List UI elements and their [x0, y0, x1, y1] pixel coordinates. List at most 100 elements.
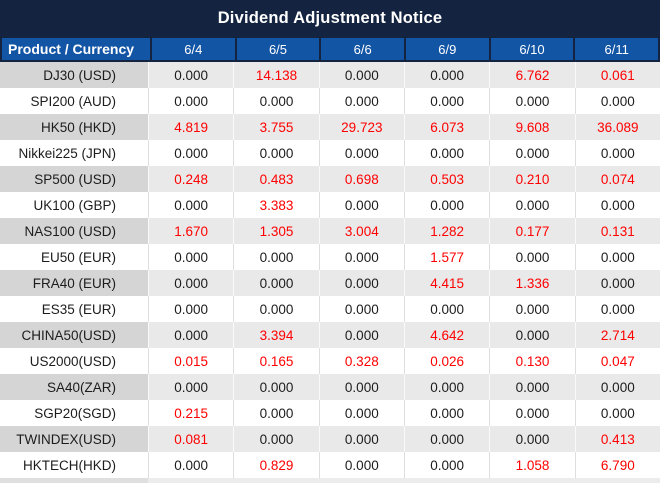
- date-header-6-10: 6/10: [490, 38, 574, 60]
- table-row: SP500 (USD) 0.248 0.483 0.698 0.503 0.210 0.07…: [0, 166, 660, 192]
- value-cell: 0.000: [318, 426, 404, 452]
- value-cell: 0.000: [148, 270, 234, 296]
- value-cell: 4.819: [148, 114, 234, 140]
- value-cell: 0.000: [318, 296, 404, 322]
- value-cell: 4.642: [404, 322, 490, 348]
- table-body: DJ30 (USD) 0.000 14.138 0.000 0.000 6.762 0.06…: [0, 62, 660, 478]
- partial-next-row: [0, 478, 660, 483]
- value-cell: 0.000: [318, 62, 404, 88]
- table-row: HKTECH(HKD) 0.000 0.829 0.000 0.000 1.058 6.79…: [0, 452, 660, 478]
- table-row: DJ30 (USD) 0.000 14.138 0.000 0.000 6.762 0.06…: [0, 62, 660, 88]
- value-cell: 0.000: [233, 374, 319, 400]
- product-cell: Nikkei225 (JPN): [0, 140, 148, 166]
- product-cell: TWINDEX(USD): [0, 426, 148, 452]
- product-cell: HKTECH(HKD): [0, 452, 148, 478]
- value-cell: 0.000: [148, 192, 234, 218]
- value-cell: 0.165: [233, 348, 319, 374]
- value-cell: 0.000: [574, 192, 660, 218]
- value-cell: 0.047: [574, 348, 660, 374]
- value-cell: 0.074: [574, 166, 660, 192]
- value-cell: 0.000: [404, 426, 490, 452]
- table-row: SA40(ZAR) 0.000 0.000 0.000 0.000 0.000 0.000: [0, 374, 660, 400]
- value-cell: 0.248: [148, 166, 234, 192]
- value-cell: 0.503: [404, 166, 490, 192]
- value-cell: 0.000: [148, 244, 234, 270]
- value-cell: 1.577: [404, 244, 490, 270]
- value-cell: 0.698: [318, 166, 404, 192]
- value-cell: 0.483: [233, 166, 319, 192]
- product-currency-header: Product / Currency: [2, 38, 150, 60]
- value-cell: 0.081: [148, 426, 234, 452]
- value-cell: 0.000: [318, 400, 404, 426]
- value-cell: 1.305: [233, 218, 319, 244]
- value-cell: 0.328: [318, 348, 404, 374]
- value-cell: 36.089: [574, 114, 660, 140]
- value-cell: 0.000: [233, 270, 319, 296]
- product-cell: EU50 (EUR): [0, 244, 148, 270]
- value-cell: 0.000: [318, 88, 404, 114]
- value-cell: 0.000: [318, 270, 404, 296]
- date-header-6-9: 6/9: [405, 38, 489, 60]
- value-cell: 0.000: [489, 374, 575, 400]
- value-cell: 0.000: [404, 140, 490, 166]
- value-cell: 0.000: [233, 296, 319, 322]
- value-cell: 0.000: [318, 374, 404, 400]
- value-cell: 0.000: [489, 426, 575, 452]
- value-cell: 0.000: [574, 270, 660, 296]
- product-cell: DJ30 (USD): [0, 62, 148, 88]
- date-header-6-4: 6/4: [152, 38, 235, 60]
- value-cell: 0.000: [148, 452, 234, 478]
- value-cell: 0.000: [148, 374, 234, 400]
- value-cell: 0.000: [574, 374, 660, 400]
- value-cell: 29.723: [318, 114, 404, 140]
- value-cell: 0.000: [148, 140, 234, 166]
- value-cell: 0.000: [404, 296, 490, 322]
- value-cell: 0.131: [574, 218, 660, 244]
- value-cell: 0.000: [233, 426, 319, 452]
- table-row: ES35 (EUR) 0.000 0.000 0.000 0.000 0.000 0.000: [0, 296, 660, 322]
- value-cell: 0.000: [574, 400, 660, 426]
- value-cell: 0.000: [233, 400, 319, 426]
- value-cell: 3.755: [233, 114, 319, 140]
- value-cell: 0.015: [148, 348, 234, 374]
- value-cell: 0.026: [404, 348, 490, 374]
- value-cell: 4.415: [404, 270, 490, 296]
- value-cell: 0.061: [574, 62, 660, 88]
- value-cell: 0.000: [404, 374, 490, 400]
- value-cell: 14.138: [233, 62, 319, 88]
- product-cell: UK100 (GBP): [0, 192, 148, 218]
- product-cell: SPI200 (AUD): [0, 88, 148, 114]
- title-bar: Dividend Adjustment Notice: [0, 0, 660, 36]
- page-title: Dividend Adjustment Notice: [217, 8, 443, 27]
- table-row: UK100 (GBP) 0.000 3.383 0.000 0.000 0.000 0.00…: [0, 192, 660, 218]
- value-cell: 0.000: [489, 296, 575, 322]
- value-cell: 2.714: [574, 322, 660, 348]
- value-cell: 0.000: [489, 244, 575, 270]
- table-row: HK50 (HKD) 4.819 3.755 29.723 6.073 9.608 36.0…: [0, 114, 660, 140]
- value-cell: 0.000: [318, 192, 404, 218]
- value-cell: 0.000: [489, 140, 575, 166]
- value-cell: 0.000: [318, 140, 404, 166]
- value-cell: 0.000: [489, 88, 575, 114]
- value-cell: 0.000: [148, 62, 234, 88]
- value-cell: 0.000: [233, 88, 319, 114]
- table-header-row: Product / Currency 6/4 6/5 6/6 6/9 6/10 6/11: [0, 36, 660, 62]
- product-cell: ES35 (EUR): [0, 296, 148, 322]
- table-row: SGP20(SGD) 0.215 0.000 0.000 0.000 0.000 0.000: [0, 400, 660, 426]
- value-cell: 0.215: [148, 400, 234, 426]
- date-header-6-11: 6/11: [575, 38, 658, 60]
- value-cell: 0.000: [489, 400, 575, 426]
- value-cell: 0.000: [233, 140, 319, 166]
- value-cell: 0.829: [233, 452, 319, 478]
- table-row: Nikkei225 (JPN) 0.000 0.000 0.000 0.000 0.000…: [0, 140, 660, 166]
- value-cell: 0.000: [148, 322, 234, 348]
- value-cell: 3.383: [233, 192, 319, 218]
- value-cell: 0.000: [489, 322, 575, 348]
- value-cell: 0.000: [148, 88, 234, 114]
- value-cell: 0.413: [574, 426, 660, 452]
- value-cell: 6.762: [489, 62, 575, 88]
- value-cell: 3.394: [233, 322, 319, 348]
- value-cell: 0.000: [404, 62, 490, 88]
- product-cell: FRA40 (EUR): [0, 270, 148, 296]
